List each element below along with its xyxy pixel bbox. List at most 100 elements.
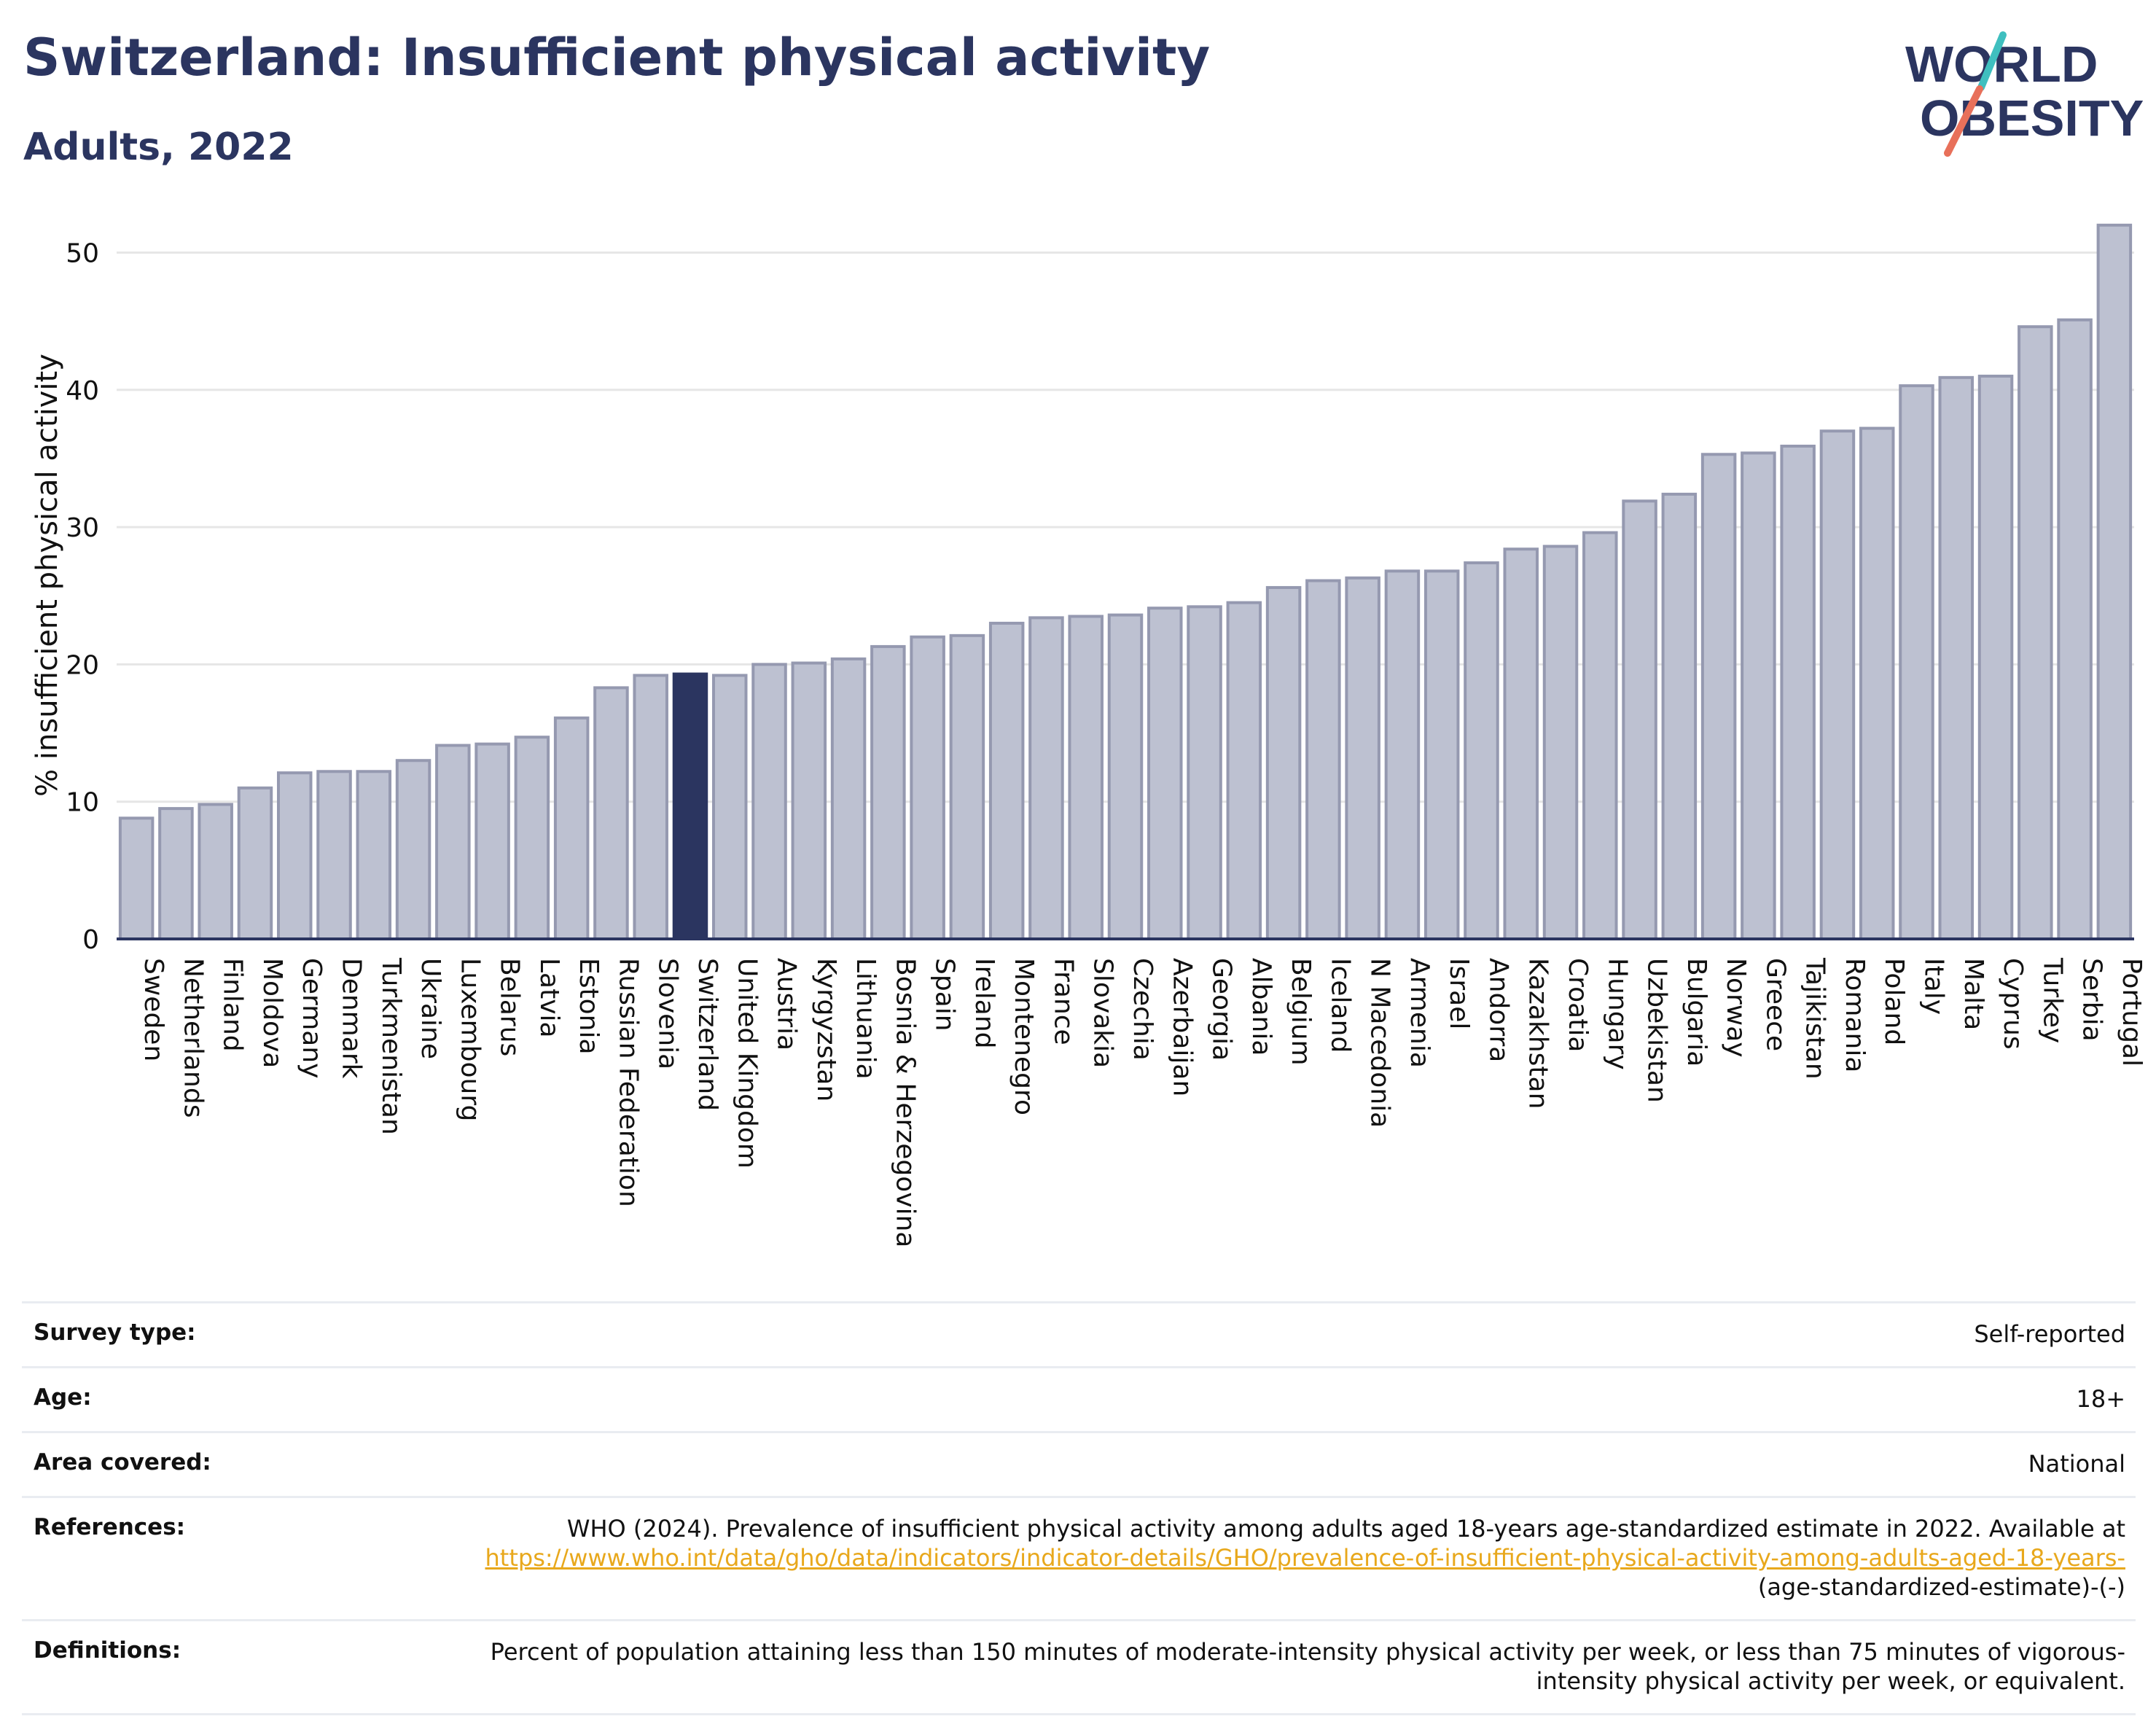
x-tick-label: Georgia bbox=[1207, 958, 1237, 1061]
bar bbox=[1977, 374, 2014, 940]
bar bbox=[910, 635, 945, 940]
x-tick-label: France bbox=[1048, 958, 1078, 1045]
y-tick-label: 10 bbox=[66, 788, 99, 818]
y-tick-label: 0 bbox=[82, 925, 99, 955]
x-tick-label: Turkmenistan bbox=[376, 957, 406, 1135]
x-tick-label: N Macedonia bbox=[1365, 958, 1395, 1128]
x-tick-label: Norway bbox=[1721, 958, 1751, 1058]
x-tick-label: Belgium bbox=[1286, 958, 1316, 1066]
bar bbox=[435, 744, 471, 940]
bar bbox=[1741, 451, 1776, 940]
reference-text: WHO (2024). Prevalence of insufficient p… bbox=[566, 1515, 2125, 1543]
x-tick-label: Serbia bbox=[2077, 958, 2107, 1042]
x-tick-label: Croatia bbox=[1563, 958, 1593, 1052]
bar bbox=[2018, 325, 2053, 940]
bar bbox=[593, 686, 629, 940]
x-tick-label: Estonia bbox=[574, 958, 604, 1055]
bar bbox=[514, 736, 550, 940]
y-tick-label: 20 bbox=[66, 650, 99, 680]
x-tick-label: Slovenia bbox=[653, 958, 683, 1069]
bar bbox=[1899, 384, 1934, 941]
info-value: Percent of population attaining less tha… bbox=[490, 1638, 2125, 1695]
x-tick-label: Kyrgyzstan bbox=[811, 958, 841, 1102]
bar bbox=[1780, 444, 1816, 940]
x-tick-label: Lithuania bbox=[851, 958, 880, 1080]
x-tick-label: Malta bbox=[1958, 958, 1988, 1030]
info-table: Survey type: Self-reported Age: 18+ Area… bbox=[22, 1301, 2136, 1715]
bar bbox=[1503, 547, 1539, 940]
bar bbox=[712, 674, 748, 940]
x-tick-label: Latvia bbox=[534, 958, 564, 1038]
info-row-survey-type: Survey type: Self-reported bbox=[22, 1301, 2136, 1366]
bar bbox=[474, 742, 510, 940]
x-tick-label: Italy bbox=[1918, 958, 1948, 1015]
bar-chart: 0 10 20 30 40 50 % insufficient physical activ… bbox=[31, 223, 2147, 1247]
info-label: Age: bbox=[34, 1384, 92, 1411]
bar bbox=[198, 803, 233, 941]
x-tick-label: Spain bbox=[930, 958, 960, 1032]
bar bbox=[2096, 223, 2133, 940]
x-tick-label: Greece bbox=[1760, 958, 1790, 1051]
bar bbox=[988, 621, 1025, 940]
x-tick-label: Andorra bbox=[1483, 958, 1513, 1062]
x-tick-label: Iceland bbox=[1325, 958, 1355, 1053]
bar bbox=[316, 770, 352, 941]
x-tick-label: Albania bbox=[1246, 958, 1276, 1056]
bar bbox=[276, 771, 313, 940]
bar bbox=[1661, 492, 1698, 940]
x-tick-label: Finland bbox=[218, 958, 248, 1052]
logo-slash-teal bbox=[1977, 31, 2007, 91]
x-tick-label: Azerbaijan bbox=[1167, 958, 1197, 1096]
x-tick-label: Ukraine bbox=[415, 958, 445, 1059]
bar bbox=[1345, 576, 1380, 940]
info-value: WHO (2024). Prevalence of insufficient p… bbox=[449, 1514, 2126, 1602]
bar bbox=[1542, 545, 1579, 940]
bar bbox=[395, 759, 431, 940]
x-tick-label: Cyprus bbox=[1998, 958, 2028, 1050]
x-tick-label: Tajikistan bbox=[1800, 957, 1830, 1080]
world-obesity-logo: WORLD OBESITY bbox=[1905, 31, 2143, 157]
bar bbox=[118, 816, 155, 940]
reference-link[interactable]: https://www.who.int/data/gho/data/indica… bbox=[485, 1544, 2126, 1572]
x-tick-label: Sweden bbox=[138, 958, 168, 1061]
x-tick-label: Poland bbox=[1879, 958, 1909, 1045]
bar bbox=[1700, 453, 1737, 941]
x-tick-label: Switzerland bbox=[692, 958, 722, 1111]
bar bbox=[870, 644, 906, 940]
bar bbox=[1384, 569, 1421, 940]
bar bbox=[1147, 607, 1183, 940]
x-tick-label: Ireland bbox=[969, 958, 999, 1049]
bar bbox=[1582, 531, 1618, 940]
info-row-age: Age: 18+ bbox=[22, 1366, 2136, 1431]
x-tick-label: Armenia bbox=[1405, 958, 1434, 1068]
x-tick-label: Portugal bbox=[2117, 958, 2147, 1067]
bar bbox=[672, 672, 708, 940]
bar bbox=[1028, 616, 1064, 940]
bar bbox=[2057, 318, 2093, 940]
bar bbox=[158, 807, 194, 941]
y-axis-label: % insufficient physical activity bbox=[31, 354, 64, 797]
x-tick-label: Slovakia bbox=[1088, 958, 1118, 1068]
bar bbox=[1938, 375, 1975, 940]
bar bbox=[1305, 579, 1341, 941]
info-row-area-covered: Area covered: National bbox=[22, 1431, 2136, 1496]
y-tick-label: 30 bbox=[66, 513, 99, 543]
info-label: Definitions: bbox=[34, 1637, 181, 1664]
reference-text-suffix: (age-standardized-estimate)-(-) bbox=[1757, 1573, 2125, 1601]
bar bbox=[1859, 426, 1895, 940]
chart-title: Switzerland: Insufficient physical activ… bbox=[23, 28, 1211, 87]
x-tick-label: Luxembourg bbox=[455, 958, 485, 1121]
info-value: National bbox=[2028, 1450, 2125, 1478]
bar bbox=[1107, 613, 1144, 940]
info-value: 18+ bbox=[2076, 1385, 2125, 1413]
x-tick-label: Belarus bbox=[495, 958, 525, 1056]
bar bbox=[1226, 601, 1262, 941]
x-tick-label: Bulgaria bbox=[1682, 958, 1711, 1067]
x-tick-label: Uzbekistan bbox=[1642, 958, 1672, 1103]
x-tick-label: Hungary bbox=[1602, 958, 1632, 1070]
bar bbox=[791, 661, 827, 940]
x-tick-label: United Kingdom bbox=[732, 958, 762, 1169]
x-tick-label: Romania bbox=[1840, 958, 1870, 1072]
info-row-definitions: Definitions: Percent of population attai… bbox=[22, 1619, 2136, 1715]
x-tick-label: Bosnia & Herzegovina bbox=[890, 958, 920, 1247]
